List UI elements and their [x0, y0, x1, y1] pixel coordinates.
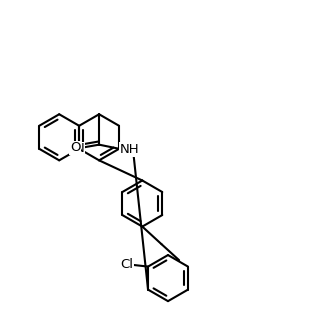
- Text: Cl: Cl: [121, 259, 134, 271]
- Text: NH: NH: [120, 143, 139, 156]
- Text: O: O: [70, 141, 80, 154]
- Text: N: N: [74, 142, 84, 155]
